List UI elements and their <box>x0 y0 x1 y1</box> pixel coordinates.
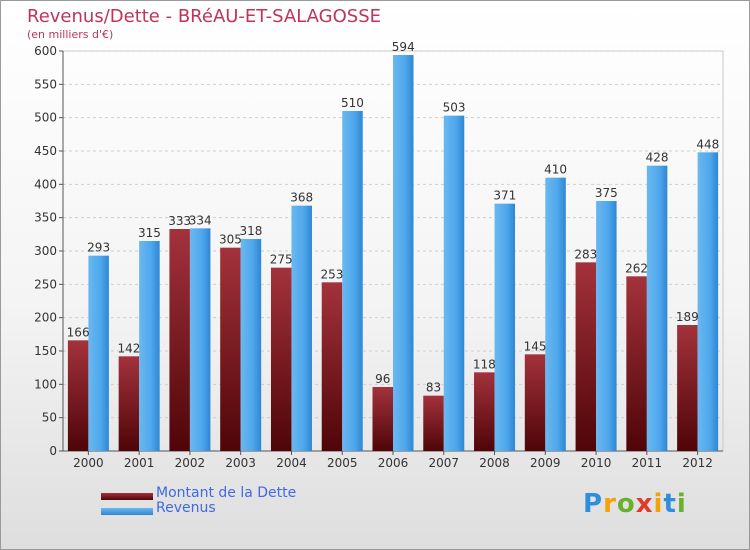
bar-revenus <box>240 239 262 451</box>
bar-debt <box>626 276 647 451</box>
y-tick-label: 250 <box>34 277 57 291</box>
data-label-revenus: 448 <box>696 137 719 151</box>
logo-letter: i <box>676 489 687 519</box>
x-tick-label: 2010 <box>581 456 612 470</box>
y-tick-label: 400 <box>34 177 57 191</box>
data-label-debt: 83 <box>426 381 441 395</box>
x-tick-label: 2005 <box>327 456 358 470</box>
x-tick-label: 2004 <box>276 456 307 470</box>
logo-letter: x <box>635 489 654 519</box>
bar-debt <box>270 267 292 451</box>
x-tick-label: 2002 <box>175 456 206 470</box>
data-label-debt: 283 <box>574 247 597 261</box>
legend-label-debt: Montant de la Dette <box>156 485 297 501</box>
x-tick-label: 2000 <box>73 456 104 470</box>
legend-swatch-revenus <box>101 508 153 515</box>
data-label-debt: 305 <box>219 233 242 247</box>
data-label-revenus: 315 <box>138 226 161 240</box>
legend-label-revenus: Revenus <box>156 500 216 516</box>
bar-debt <box>474 372 495 451</box>
y-tick-label: 50 <box>42 411 57 425</box>
data-label-revenus: 293 <box>87 241 110 255</box>
bar-debt <box>524 354 546 451</box>
proxiti-logo: Proxiti <box>583 489 687 519</box>
x-tick-label: 2011 <box>632 456 663 470</box>
data-label-revenus: 334 <box>189 213 212 227</box>
bar-debt <box>677 325 698 451</box>
bar-revenus <box>189 228 211 451</box>
bar-debt <box>118 356 140 451</box>
data-label-revenus: 375 <box>595 186 618 200</box>
x-tick-label: 2006 <box>378 456 409 470</box>
data-label-debt: 96 <box>375 372 390 386</box>
data-label-revenus: 371 <box>493 189 516 203</box>
bar-revenus <box>443 115 465 452</box>
bar-debt <box>423 395 444 451</box>
data-label-debt: 118 <box>473 357 496 371</box>
legend-swatch-debt <box>101 493 153 500</box>
data-label-debt: 145 <box>524 339 547 353</box>
data-label-debt: 189 <box>676 310 699 324</box>
data-label-revenus: 318 <box>239 224 262 238</box>
y-tick-label: 300 <box>34 244 57 258</box>
bar-revenus <box>342 111 363 451</box>
data-label-revenus: 428 <box>646 151 669 165</box>
bar-debt <box>575 262 597 451</box>
y-tick-label: 350 <box>34 211 57 225</box>
data-label-revenus: 368 <box>290 191 313 205</box>
bar-revenus <box>291 205 312 451</box>
data-label-debt: 142 <box>117 341 140 355</box>
bar-revenus <box>393 55 414 451</box>
logo-letter: o <box>616 489 636 519</box>
data-label-debt: 333 <box>168 214 191 228</box>
bar-debt <box>220 247 241 451</box>
bar-debt <box>372 387 393 451</box>
y-tick-label: 200 <box>34 311 57 325</box>
chart-title: Revenus/Dette - BRéAU-ET-SALAGOSSE <box>27 6 381 27</box>
y-tick-label: 550 <box>34 77 57 91</box>
x-tick-label: 2012 <box>682 456 713 470</box>
bar-revenus <box>596 201 617 451</box>
bar-revenus <box>494 203 516 451</box>
y-tick-label: 450 <box>34 144 57 158</box>
y-tick-label: 600 <box>34 44 57 58</box>
data-label-debt: 253 <box>321 267 344 281</box>
bar-debt <box>321 282 343 451</box>
data-label-revenus: 503 <box>443 101 466 115</box>
logo-letter: r <box>603 489 617 519</box>
x-tick-label: 2009 <box>530 456 561 470</box>
bar-revenus <box>88 255 109 451</box>
y-tick-label: 0 <box>49 444 57 458</box>
bar-revenus <box>139 241 160 451</box>
data-label-debt: 275 <box>270 253 293 267</box>
bar-revenus <box>646 165 668 451</box>
x-tick-label: 2008 <box>479 456 510 470</box>
x-tick-label: 2007 <box>428 456 459 470</box>
chart-subtitle: (en milliers d'€) <box>27 28 114 41</box>
bar-revenus <box>545 177 566 451</box>
data-label-debt: 262 <box>625 261 648 275</box>
y-tick-label: 500 <box>34 111 57 125</box>
y-tick-label: 150 <box>34 344 57 358</box>
data-label-revenus: 410 <box>544 163 567 177</box>
logo-letter: i <box>653 489 664 519</box>
y-tick-label: 100 <box>34 377 57 391</box>
data-label-revenus: 594 <box>392 40 415 54</box>
bar-debt <box>169 229 190 451</box>
x-tick-label: 2001 <box>124 456 155 470</box>
bar-revenus <box>697 152 719 452</box>
bar-debt <box>67 340 89 451</box>
logo-letter: t <box>663 489 677 519</box>
data-label-revenus: 510 <box>341 96 364 110</box>
x-tick-label: 2003 <box>225 456 256 470</box>
data-label-debt: 166 <box>67 325 90 339</box>
logo-letter: P <box>583 489 604 519</box>
